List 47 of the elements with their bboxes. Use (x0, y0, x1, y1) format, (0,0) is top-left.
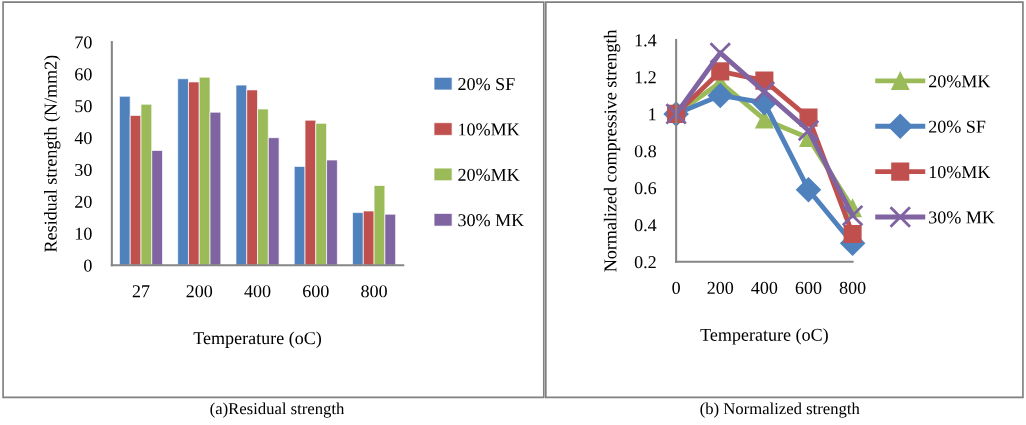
point (709, 41, 732, 64)
y-tick-label: 10 (75, 227, 92, 240)
y-tick-label: 20 (75, 195, 92, 208)
text: (b) Normalized strength (700, 402, 860, 418)
point (797, 119, 820, 142)
y-tick-label: 0.4 (634, 219, 657, 232)
x-tick-label: 800 (361, 285, 387, 298)
point (841, 204, 864, 227)
y-tick-label: 70 (75, 36, 92, 49)
x-tick-label: 0 (672, 281, 680, 294)
y-tick-label: 1.2 (635, 71, 656, 84)
y-tick-label: 0 (84, 259, 92, 272)
x-tick-label: 400 (244, 285, 271, 298)
legend-label: 20%MK (458, 168, 520, 181)
legend-label: 20% SF (458, 77, 515, 91)
point (843, 225, 862, 244)
point (711, 62, 730, 81)
x-tick-label: 600 (303, 285, 329, 298)
text: (a)Residual strength (210, 402, 345, 418)
legend-label: 20%MK (929, 75, 991, 88)
legend-label: 30% MK (929, 211, 995, 224)
y-axis-title: Normalized compressive strength (603, 29, 621, 272)
y-tick-label: 30 (75, 163, 92, 177)
y-tick-label: 50 (75, 100, 92, 113)
y-tick-label: 1.4 (635, 34, 657, 47)
x-tick-label: 200 (707, 281, 734, 294)
x-axis-title: Temperature (oC) (193, 331, 322, 348)
y-tick-label: 40 (74, 131, 92, 145)
x-tick-label: 200 (186, 285, 213, 298)
legend-label: 10%MK (929, 165, 991, 179)
x-tick-label: 400 (751, 281, 778, 294)
x-tick-label: 27 (132, 285, 150, 298)
y-axis-title: Residual strength (N/mm2) (44, 55, 61, 252)
y-tick-label: 0.2 (634, 256, 656, 269)
x-tick-label: 800 (839, 281, 866, 294)
legend-label: 10%MK (459, 123, 520, 136)
point (753, 80, 776, 103)
x-axis-title: Temperature (oC) (700, 328, 828, 345)
y-tick-label: 0.8 (634, 145, 656, 158)
legend-label: 20% SF (929, 120, 986, 133)
legend-label: 30% MK (458, 214, 525, 227)
point (707, 82, 733, 108)
y-tick-label: 60 (75, 68, 92, 81)
point (796, 177, 821, 203)
y-tick-label: 0.6 (634, 182, 657, 195)
x-tick-label: 600 (795, 281, 822, 294)
y-tick-label: 1 (649, 108, 656, 121)
